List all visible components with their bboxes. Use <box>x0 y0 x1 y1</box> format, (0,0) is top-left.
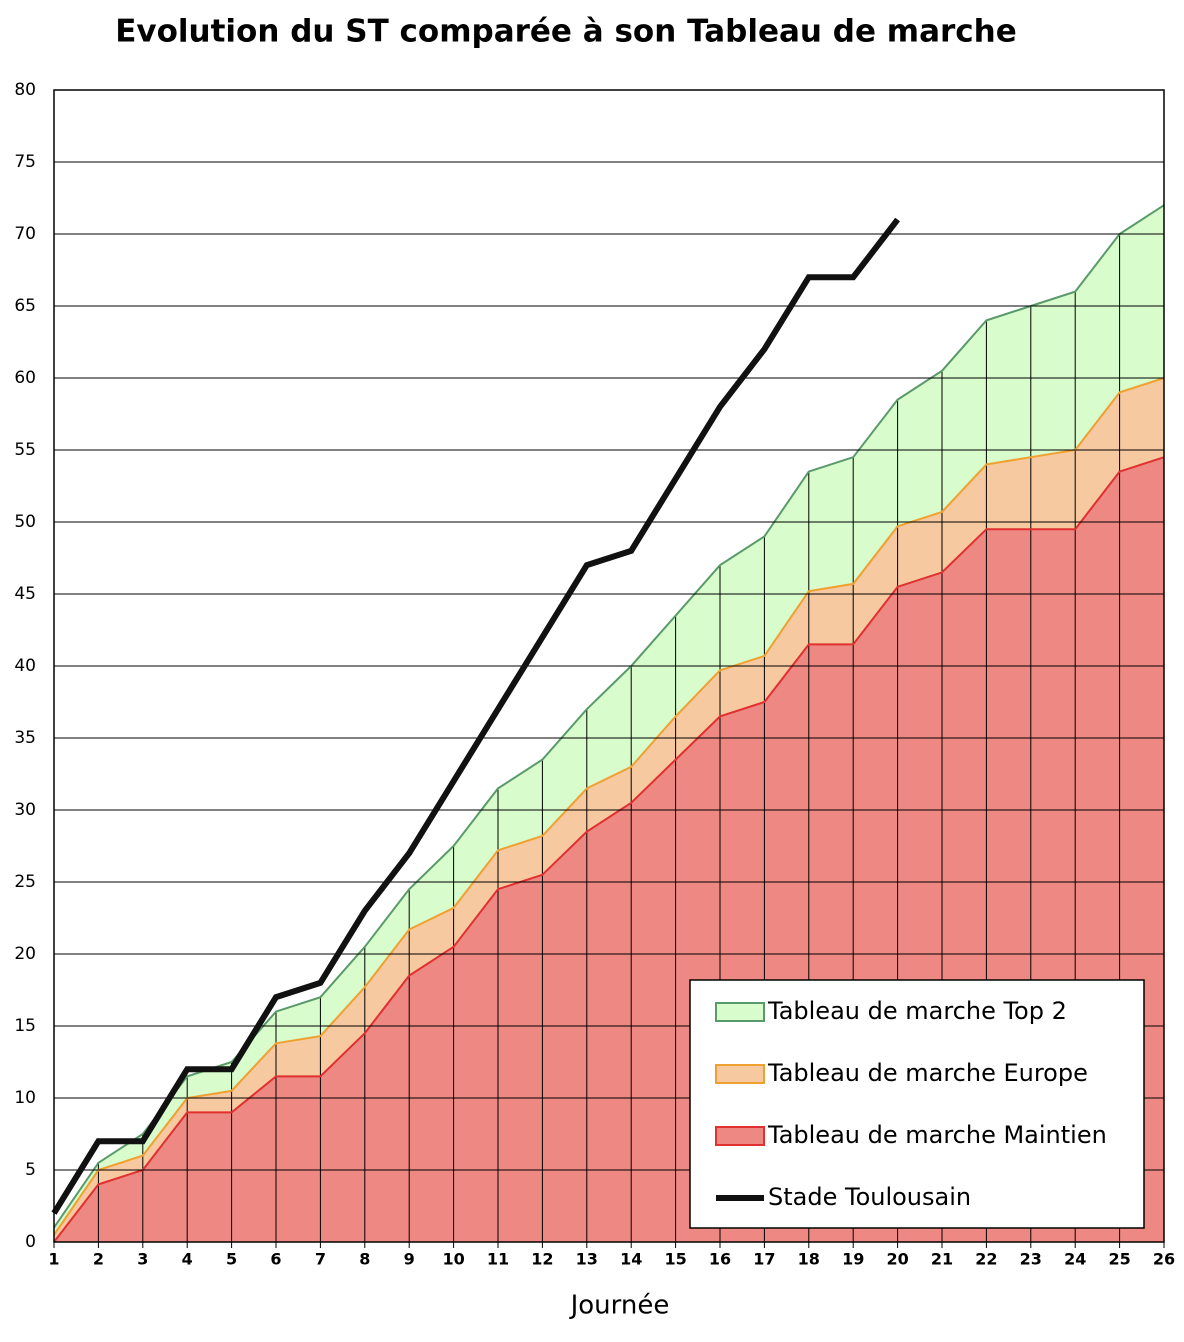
x-tick-label: 1 <box>48 1250 59 1269</box>
x-axis-label: Journée <box>569 1291 670 1321</box>
legend-label: Tableau de marche Top 2 <box>767 997 1067 1025</box>
legend-swatch <box>715 1064 765 1084</box>
y-tick-label: 65 <box>14 296 36 316</box>
x-tick-label: 14 <box>620 1250 642 1269</box>
x-tick-label: 26 <box>1153 1250 1175 1269</box>
x-tick-label: 20 <box>886 1250 908 1269</box>
y-tick-label: 75 <box>14 152 36 172</box>
x-tick-label: 17 <box>753 1250 775 1269</box>
y-tick-label: 20 <box>14 944 36 964</box>
x-tick-label: 3 <box>137 1250 148 1269</box>
y-tick-label: 50 <box>14 512 36 532</box>
plot-frame <box>53 89 1165 1243</box>
y-tick-label: 70 <box>14 224 36 244</box>
y-tick-label: 35 <box>14 728 36 748</box>
x-tick-label: 16 <box>709 1250 731 1269</box>
y-tick-label: 25 <box>14 872 36 892</box>
x-tick-label: 21 <box>931 1250 953 1269</box>
x-tick-label: 11 <box>487 1250 509 1269</box>
legend: Tableau de marche Top 2 Tableau de marche… <box>689 979 1145 1229</box>
x-tick-label: 5 <box>226 1250 237 1269</box>
x-tick-label: 15 <box>664 1250 686 1269</box>
x-tick-label: 22 <box>975 1250 997 1269</box>
y-tick-label: 80 <box>14 80 36 100</box>
legend-swatch <box>715 1002 765 1022</box>
x-tick-label: 6 <box>270 1250 281 1269</box>
x-tick-label: 25 <box>1108 1250 1130 1269</box>
x-tick-label: 7 <box>315 1250 326 1269</box>
y-tick-label: 15 <box>14 1016 36 1036</box>
line <box>51 217 900 1215</box>
x-tick-label: 19 <box>842 1250 864 1269</box>
legend-swatch <box>715 1126 765 1146</box>
x-tick-label: 12 <box>531 1250 553 1269</box>
x-tick-label: 24 <box>1064 1250 1086 1269</box>
legend-box <box>689 979 1145 1229</box>
x-tick-label: 13 <box>576 1250 598 1269</box>
x-tick-label: 10 <box>442 1250 464 1269</box>
legend-label: Tableau de marche Europe <box>767 1059 1088 1087</box>
y-tick-label: 45 <box>14 584 36 604</box>
x-tick-label: 2 <box>93 1250 104 1269</box>
y-tick-label: 0 <box>25 1232 36 1252</box>
y-tick-label: 10 <box>14 1088 36 1108</box>
x-tick-label: 9 <box>404 1250 415 1269</box>
area-edge <box>53 377 1165 1236</box>
y-tick-label: 5 <box>25 1160 36 1180</box>
y-tick-label: 30 <box>14 800 36 820</box>
y-tick-label: 60 <box>14 368 36 388</box>
x-tick-label: 18 <box>798 1250 820 1269</box>
chart-title: Evolution du ST comparée à son Tableau d… <box>115 14 1017 50</box>
x-tick-label: 4 <box>182 1250 193 1269</box>
x-tick-label: 8 <box>359 1250 370 1269</box>
y-tick-label: 55 <box>14 440 36 460</box>
x-tick-label: 23 <box>1020 1250 1042 1269</box>
legend-label: Tableau de marche Maintien <box>767 1121 1107 1149</box>
area-edge <box>53 456 1165 1243</box>
legend-label: Stade Toulousain <box>768 1183 971 1211</box>
y-tick-label: 40 <box>14 656 36 676</box>
